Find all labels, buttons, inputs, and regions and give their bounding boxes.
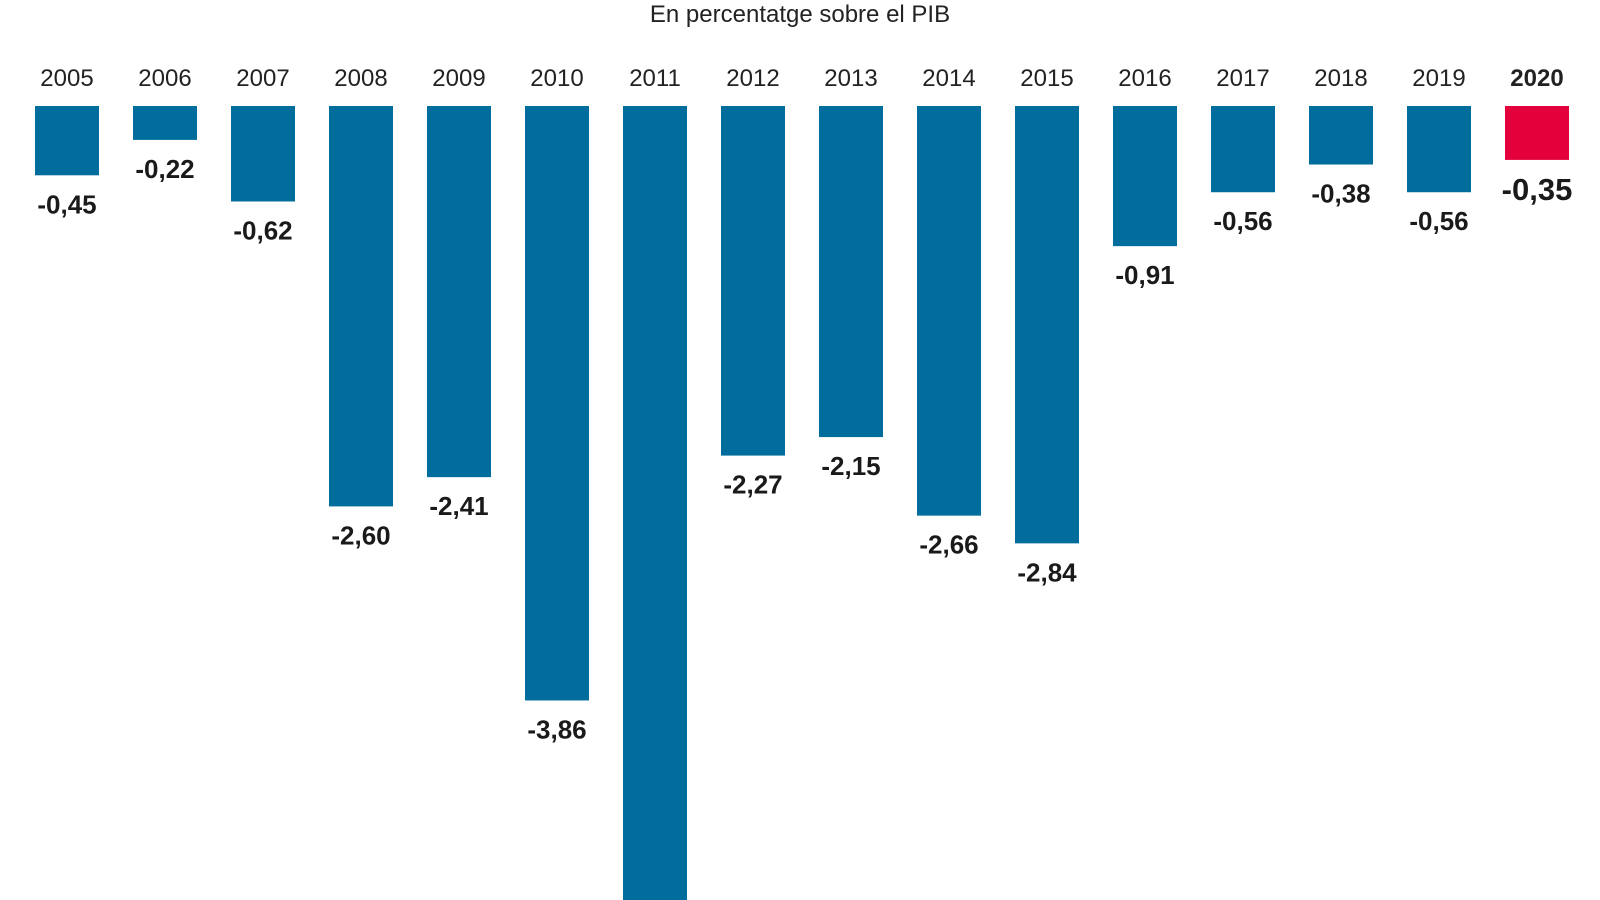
year-label-2011: 2011 <box>629 65 681 92</box>
value-label-2015: -2,84 <box>1017 557 1077 587</box>
year-label-2019: 2019 <box>1412 65 1465 92</box>
bar-2018 <box>1309 106 1373 165</box>
value-label-2006: -0,22 <box>135 154 194 184</box>
value-label-2013: -2,15 <box>821 451 880 481</box>
year-label-2005: 2005 <box>40 65 93 92</box>
year-label-2006: 2006 <box>138 65 191 92</box>
bar-2012 <box>721 106 785 456</box>
chart-subtitle: En percentatge sobre el PIB <box>649 1 951 28</box>
year-label-2010: 2010 <box>530 65 583 92</box>
value-label-2008: -2,60 <box>331 520 390 550</box>
bar-2008 <box>329 106 393 507</box>
value-label-2018: -0,38 <box>1311 179 1370 209</box>
year-label-2014: 2014 <box>922 65 975 92</box>
bar-2006 <box>133 106 197 140</box>
bar-2013 <box>819 106 883 438</box>
year-label-2020: 2020 <box>1510 65 1563 92</box>
value-label-2012: -2,27 <box>723 470 782 500</box>
year-label-2015: 2015 <box>1020 65 1073 92</box>
value-label-2010: -3,86 <box>527 714 586 744</box>
value-label-2017: -0,56 <box>1213 206 1272 236</box>
year-label-2009: 2009 <box>432 65 485 92</box>
value-label-2019: -0,56 <box>1409 206 1468 236</box>
bar-2010 <box>525 106 589 701</box>
bar-2011 <box>623 106 687 900</box>
value-label-2009: -2,41 <box>429 491 488 521</box>
value-label-2016: -0,91 <box>1115 260 1174 290</box>
bar-2005 <box>35 106 99 176</box>
bar-2017 <box>1211 106 1275 193</box>
bar-2015 <box>1015 106 1079 544</box>
bar-2016 <box>1113 106 1177 247</box>
value-label-2005: -0,45 <box>37 189 96 219</box>
year-label-2017: 2017 <box>1216 65 1269 92</box>
year-label-2016: 2016 <box>1118 65 1171 92</box>
value-label-2014: -2,66 <box>919 530 978 560</box>
year-label-2008: 2008 <box>334 65 387 92</box>
bar-2020 <box>1505 106 1569 160</box>
value-label-2007: -0,62 <box>233 215 292 245</box>
year-label-2007: 2007 <box>236 65 289 92</box>
bar-2019 <box>1407 106 1471 193</box>
bar-2014 <box>917 106 981 516</box>
value-label-2020: -0,35 <box>1502 172 1573 207</box>
year-label-2013: 2013 <box>824 65 877 92</box>
bar-2009 <box>427 106 491 478</box>
bar-2007 <box>231 106 295 202</box>
year-label-2012: 2012 <box>726 65 779 92</box>
year-label-2018: 2018 <box>1314 65 1367 92</box>
